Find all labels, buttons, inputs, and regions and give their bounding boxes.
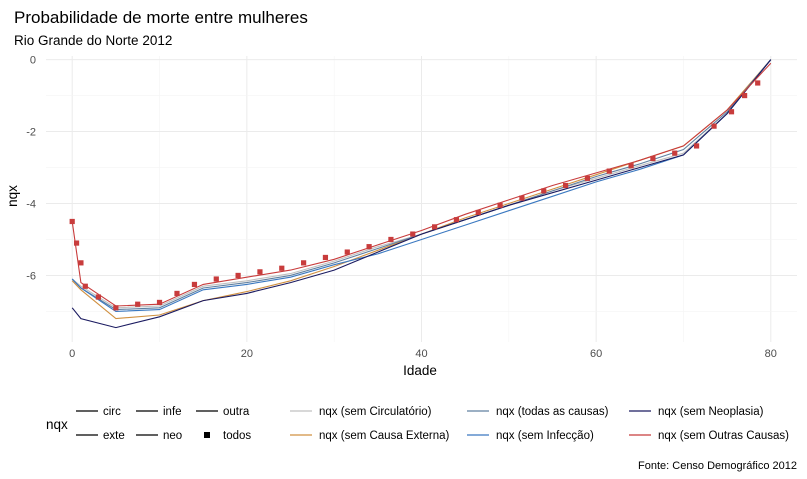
data-point-todos: [672, 150, 678, 156]
chart-title: Probabilidade de morte entre mulheres: [14, 8, 308, 27]
data-point-todos: [235, 272, 241, 279]
legend-label-exte: exte: [103, 430, 125, 442]
series-line-4: [71, 59, 772, 329]
x-tick-label: 20: [241, 348, 253, 360]
y-tick-label: 0: [30, 55, 36, 67]
data-point-todos: [78, 260, 84, 266]
data-point-todos: [366, 244, 372, 250]
data-point-todos: [191, 281, 198, 288]
data-point-todos: [541, 188, 547, 194]
data-point-todos: [257, 269, 263, 275]
data-point-todos: [156, 299, 163, 306]
data-point-todos: [453, 217, 460, 223]
legend-color-label: nqx (sem Causa Externa): [319, 430, 450, 442]
legend-label-todos: todos: [223, 430, 251, 442]
x-tick-label: 0: [69, 348, 75, 360]
legend-color-label: nqx (sem Circulatório): [319, 406, 432, 418]
series-points: [69, 80, 761, 311]
data-point-todos: [497, 202, 503, 208]
data-point-todos: [650, 155, 656, 162]
data-point-todos: [213, 276, 219, 282]
series-line-2: [71, 59, 772, 311]
data-point-todos: [742, 92, 748, 99]
data-point-todos: [628, 163, 634, 169]
legend-title: nqx: [46, 417, 68, 432]
data-point-todos: [174, 290, 180, 297]
legend-key-todos: [204, 432, 210, 438]
series-lines: [71, 59, 772, 329]
data-point-todos: [410, 231, 416, 237]
legend-label-circ: circ: [103, 406, 121, 418]
legend-color-label: nqx (sem Infecção): [496, 430, 594, 442]
data-point-todos: [606, 168, 612, 174]
data-point-todos: [322, 254, 329, 261]
x-tick-label: 40: [415, 348, 427, 360]
data-point-todos: [755, 80, 761, 86]
legend: circ exte infe neo outra todos nqx (sem Circul…: [76, 406, 789, 442]
data-point-todos: [135, 301, 141, 307]
data-point-todos: [519, 195, 525, 201]
x-axis-ticks: 0 20 40 60 80: [69, 348, 777, 360]
chart-caption: Fonte: Censo Demográfico 2012: [638, 460, 797, 472]
data-point-todos: [95, 294, 101, 300]
data-point-todos: [301, 260, 307, 266]
chart-subtitle: Rio Grande do Norte 2012: [14, 33, 172, 48]
grid: [46, 56, 797, 342]
data-point-todos: [69, 218, 75, 225]
legend-color-label: nqx (sem Neoplasia): [658, 406, 764, 418]
data-point-todos: [73, 240, 80, 246]
legend-color-label: nqx (todas as causas): [496, 406, 609, 418]
data-point-todos: [562, 182, 569, 189]
legend-color-label: nqx (sem Outras Causas): [658, 430, 789, 442]
legend-label-neo: neo: [163, 430, 182, 442]
series-line-0: [71, 59, 772, 309]
x-tick-label: 60: [590, 348, 602, 360]
y-axis-label: nqx: [5, 185, 20, 207]
series-line-3: [71, 59, 772, 312]
data-point-todos: [584, 175, 591, 181]
data-point-todos: [82, 283, 88, 289]
data-point-todos: [693, 143, 700, 149]
data-point-todos: [711, 123, 717, 129]
y-tick-label: -6: [26, 270, 36, 282]
data-point-todos: [344, 249, 350, 255]
data-point-todos: [113, 305, 119, 311]
legend-label-outra: outra: [223, 406, 250, 418]
data-point-todos: [431, 224, 438, 230]
y-tick-label: -2: [26, 127, 36, 139]
data-point-todos: [475, 209, 481, 216]
legend-label-infe: infe: [163, 406, 182, 418]
x-axis-label: Idade: [403, 363, 437, 378]
series-line-5: [71, 62, 772, 307]
x-tick-label: 80: [765, 348, 777, 360]
y-tick-label: -4: [26, 198, 36, 210]
data-point-todos: [279, 265, 285, 271]
y-axis-ticks: 0 -2 -4 -6: [26, 55, 36, 283]
data-point-todos: [728, 109, 735, 115]
data-point-todos: [388, 236, 394, 243]
